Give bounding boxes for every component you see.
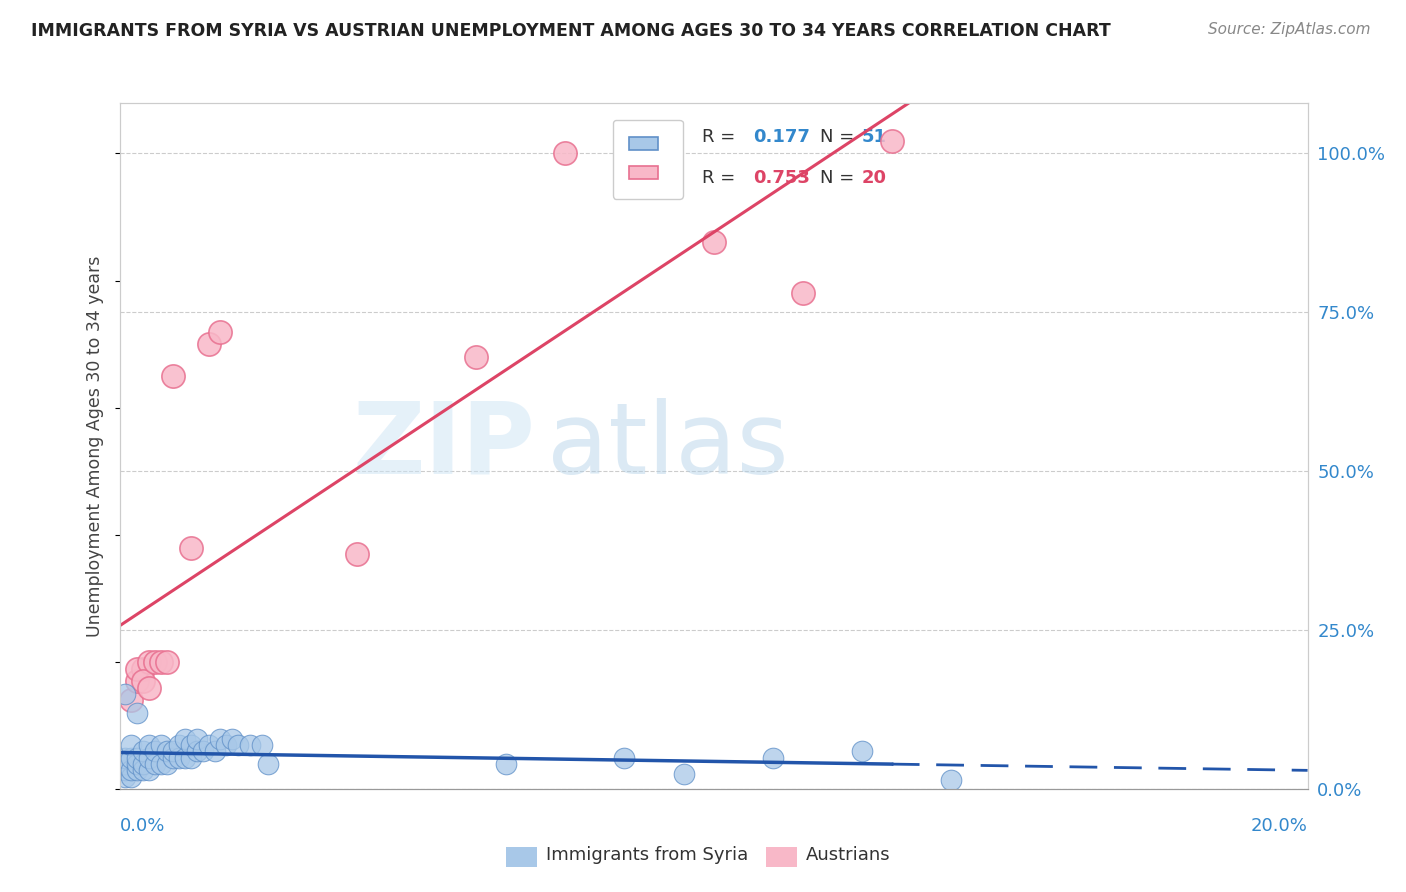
Text: N =: N = (821, 128, 860, 146)
Text: 20: 20 (862, 169, 887, 187)
FancyBboxPatch shape (759, 842, 806, 872)
Point (132, 756, 155, 771)
Point (209, 731, 232, 746)
Point (156, 655, 179, 669)
Point (173, 731, 195, 746)
Point (613, 750, 636, 764)
Point (127, 674, 149, 689)
Point (120, 693, 142, 707)
Point (939, 772, 962, 787)
Text: R =: R = (702, 128, 741, 146)
Text: R =: R = (702, 169, 741, 187)
Point (150, 655, 173, 669)
Point (180, 541, 202, 555)
Point (186, 731, 208, 746)
Point (209, 325, 232, 339)
Point (114, 687, 136, 701)
Point (464, 350, 486, 364)
Point (143, 655, 166, 669)
Point (180, 750, 202, 764)
Point (162, 369, 184, 384)
Point (346, 547, 368, 561)
Text: 20.0%: 20.0% (1251, 817, 1308, 835)
Point (120, 764, 142, 778)
Text: 0.0%: 0.0% (120, 817, 165, 835)
Text: 0.177: 0.177 (752, 128, 810, 146)
Point (120, 750, 142, 764)
Point (114, 764, 136, 778)
Point (257, 756, 280, 771)
Point (150, 756, 173, 771)
Point (186, 744, 208, 758)
Text: 0.753: 0.753 (752, 169, 810, 187)
Point (702, 235, 725, 250)
Point (250, 738, 273, 752)
Point (143, 756, 166, 771)
Point (114, 770, 136, 784)
Point (851, 744, 873, 758)
Point (554, 146, 576, 161)
Point (495, 756, 517, 771)
Point (114, 750, 136, 764)
Point (173, 750, 195, 764)
Y-axis label: Unemployment Among Ages 30 to 34 years: Unemployment Among Ages 30 to 34 years (86, 255, 104, 637)
Point (180, 738, 202, 752)
Point (120, 738, 142, 752)
Point (191, 744, 214, 758)
Point (792, 286, 814, 301)
Point (132, 764, 155, 778)
Point (120, 770, 142, 784)
Text: ZIP: ZIP (353, 398, 536, 494)
Point (143, 744, 166, 758)
Point (150, 738, 173, 752)
Point (215, 738, 238, 752)
Point (672, 766, 695, 780)
Text: Immigrants from Syria: Immigrants from Syria (546, 846, 748, 863)
Point (162, 750, 184, 764)
Text: Source: ZipAtlas.com: Source: ZipAtlas.com (1208, 22, 1371, 37)
Text: Austrians: Austrians (806, 846, 890, 863)
Point (156, 756, 179, 771)
Point (127, 750, 149, 764)
Point (156, 744, 179, 758)
Point (138, 764, 160, 778)
Text: IMMIGRANTS FROM SYRIA VS AUSTRIAN UNEMPLOYMENT AMONG AGES 30 TO 34 YEARS CORRELA: IMMIGRANTS FROM SYRIA VS AUSTRIAN UNEMPL… (31, 22, 1111, 40)
Point (138, 750, 160, 764)
Point (762, 750, 785, 764)
Point (239, 738, 262, 752)
Point (132, 674, 155, 689)
Text: 51: 51 (862, 128, 887, 146)
Point (127, 764, 149, 778)
Point (880, 134, 903, 148)
Point (127, 756, 149, 771)
Text: atlas: atlas (547, 398, 789, 494)
Point (221, 731, 243, 746)
Point (167, 750, 190, 764)
Legend: , : , (613, 120, 683, 199)
Point (127, 662, 149, 676)
Point (162, 744, 184, 758)
Point (114, 756, 136, 771)
Point (138, 738, 160, 752)
Text: N =: N = (821, 169, 860, 187)
Point (138, 655, 160, 669)
Point (132, 662, 155, 676)
Point (167, 738, 190, 752)
Point (132, 744, 155, 758)
Point (197, 337, 219, 351)
Point (228, 738, 250, 752)
Point (204, 744, 226, 758)
Point (138, 681, 160, 695)
Point (197, 738, 219, 752)
Point (127, 706, 149, 720)
FancyBboxPatch shape (498, 842, 546, 872)
